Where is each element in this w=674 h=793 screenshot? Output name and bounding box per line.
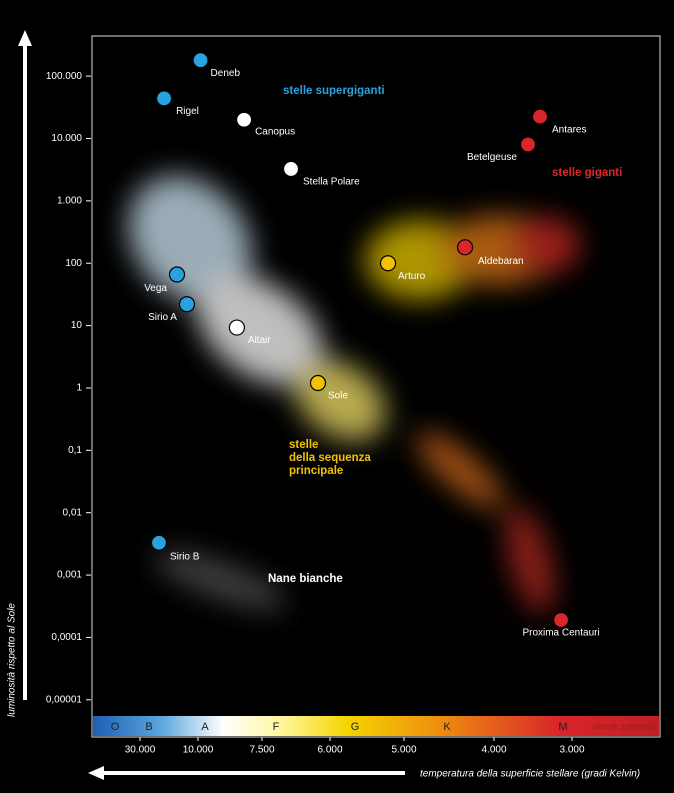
star-label: Rigel <box>176 106 199 117</box>
spectral-class: B <box>145 721 152 733</box>
x-tick-label: 3.000 <box>559 745 584 756</box>
star-label: Sole <box>328 391 348 402</box>
x-tick-label: 4.000 <box>481 745 506 756</box>
star <box>235 111 253 128</box>
star-label: Deneb <box>211 68 241 79</box>
region-label: principale <box>289 465 343 477</box>
star-label: Arturo <box>398 271 426 282</box>
y-tick-label: 0,1 <box>68 445 82 456</box>
star <box>155 90 173 107</box>
y-tick-label: 1 <box>76 383 82 394</box>
star-label: Vega <box>144 283 167 294</box>
star-label: Betelgeuse <box>467 152 517 163</box>
y-tick-label: 10 <box>71 320 83 331</box>
star-label: Antares <box>552 124 586 135</box>
spectral-class: G <box>351 721 360 733</box>
y-tick-label: 0,00001 <box>46 694 83 705</box>
spectral-class: K <box>443 721 451 733</box>
star <box>178 296 196 313</box>
y-tick-label: 10.000 <box>51 133 82 144</box>
y-tick-label: 0,01 <box>63 507 83 518</box>
star <box>168 266 186 283</box>
region-label: Nane bianche <box>268 573 343 585</box>
star-cloud <box>128 175 580 614</box>
star-label: Canopus <box>255 126 295 137</box>
star <box>150 534 168 551</box>
star <box>228 319 246 336</box>
star-label: Sirio B <box>170 551 200 562</box>
y-arrow-head <box>18 30 32 46</box>
region-label: stelle supergiganti <box>283 85 385 97</box>
star <box>309 374 327 392</box>
spectral-label: classe spettrale <box>592 721 655 731</box>
y-tick-label: 1.000 <box>57 196 82 207</box>
star-label: Proxima Centauri <box>522 628 599 639</box>
y-axis-label: luminosità rispetto al Sole <box>7 603 18 717</box>
spectral-class: O <box>111 721 120 733</box>
spectral-bar <box>93 716 659 736</box>
spectral-class: A <box>201 721 209 733</box>
x-arrow-head <box>88 766 104 780</box>
star <box>192 52 209 69</box>
x-tick-label: 10.000 <box>183 745 214 756</box>
star-label: Aldebaran <box>478 256 524 267</box>
y-tick-label: 100 <box>65 258 82 269</box>
x-tick-label: 6.000 <box>317 745 342 756</box>
x-tick-label: 7.500 <box>249 745 274 756</box>
star <box>379 255 397 272</box>
y-tick-label: 0,001 <box>57 570 82 581</box>
plot-frame <box>91 35 661 738</box>
star-label: Sirio A <box>148 312 177 323</box>
x-tick-label: 5.000 <box>391 745 416 756</box>
star-label: Stella Polare <box>303 177 360 188</box>
x-tick-label: 30.000 <box>125 745 156 756</box>
star <box>519 136 537 153</box>
y-tick-label: 0,0001 <box>51 632 82 643</box>
spectral-class: M <box>558 721 567 733</box>
star-label: Altair <box>248 335 271 346</box>
y-tick-label: 100.000 <box>46 71 83 82</box>
spectral-class: F <box>273 721 280 733</box>
region-label: stelle <box>289 439 318 451</box>
star <box>456 239 474 256</box>
region-label: della sequenza <box>289 452 371 464</box>
star <box>531 108 549 125</box>
x-axis-label: temperatura della superficie stellare (g… <box>420 769 640 780</box>
region-label: stelle giganti <box>552 167 622 179</box>
star <box>282 160 300 178</box>
star <box>552 611 570 629</box>
